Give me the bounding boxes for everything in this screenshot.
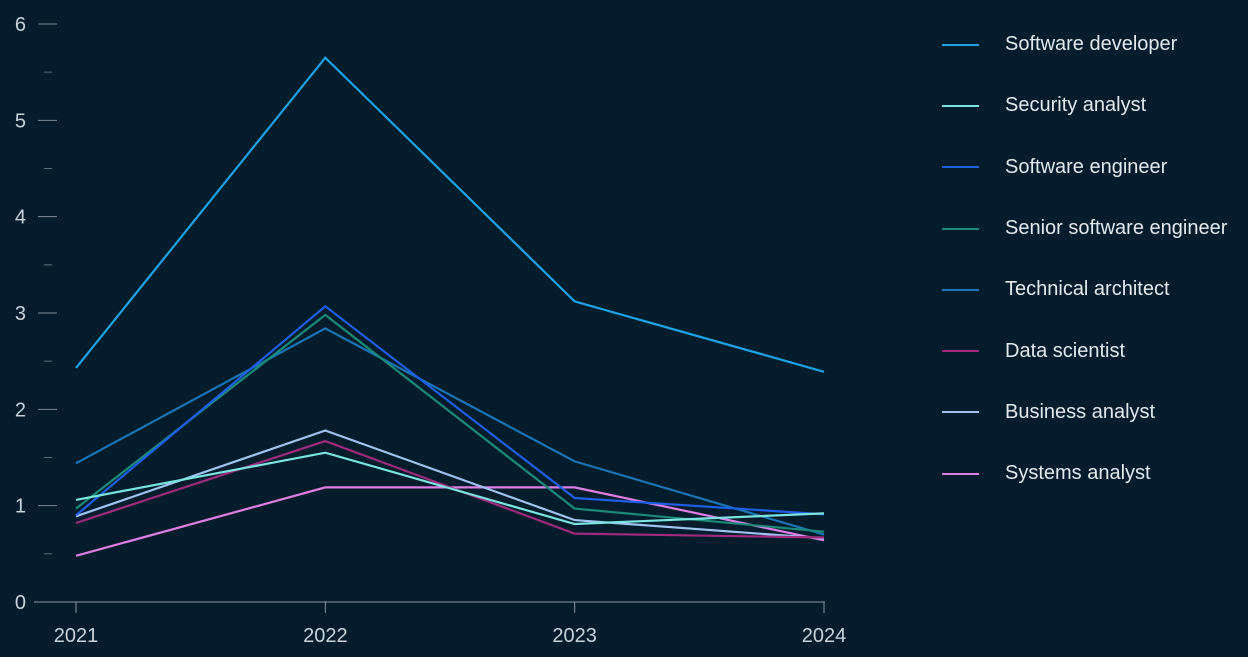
- legend-label: Technical architect: [1005, 278, 1170, 301]
- legend-swatch: [942, 166, 979, 169]
- legend-swatch: [942, 350, 979, 353]
- legend-label: Systems analyst: [1005, 462, 1151, 485]
- series-line-technical-architect: [75, 327, 825, 536]
- legend-label: Security analyst: [1005, 94, 1147, 117]
- legend-label: Software developer: [1005, 33, 1178, 56]
- legend-item-software-developer: Software developer: [942, 14, 1227, 75]
- y-tick-label: 5: [15, 110, 26, 132]
- legend-item-senior-software-engineer: Senior software engineer: [942, 198, 1227, 259]
- y-tick-label: 2: [15, 399, 26, 421]
- legend: Software developer Security analyst Softwa…: [942, 14, 1227, 504]
- legend-swatch: [942, 227, 979, 230]
- legend-swatch: [942, 472, 979, 475]
- legend-swatch: [942, 411, 979, 414]
- series-line-security-analyst: [75, 451, 825, 526]
- y-tick-label: 1: [15, 496, 26, 518]
- y-tick-label: 3: [15, 303, 26, 325]
- legend-item-technical-architect: Technical architect: [942, 259, 1227, 320]
- legend-item-business-analyst: Business analyst: [942, 382, 1227, 443]
- legend-label: Data scientist: [1005, 339, 1126, 362]
- series-line-software-engineer: [75, 304, 825, 517]
- y-tick-label: 0: [15, 592, 26, 614]
- x-tick-label: 2023: [552, 625, 597, 647]
- legend-label: Senior software engineer: [1005, 217, 1228, 240]
- y-tick-label: 6: [15, 14, 26, 36]
- legend-item-systems-analyst: Systems analyst: [942, 443, 1227, 504]
- legend-item-software-engineer: Software engineer: [942, 137, 1227, 198]
- legend-item-security-analyst: Security analyst: [942, 75, 1227, 136]
- legend-swatch: [942, 104, 979, 107]
- legend-swatch: [942, 43, 979, 46]
- legend-item-data-scientist: Data scientist: [942, 320, 1227, 381]
- legend-swatch: [942, 288, 979, 291]
- series-line-software-developer: [75, 56, 825, 373]
- series-line-business-analyst: [75, 429, 825, 540]
- legend-label: Business analyst: [1005, 400, 1156, 423]
- x-tick-label: 2021: [54, 625, 99, 647]
- x-tick-label: 2024: [802, 625, 847, 647]
- y-axis: 0 1 2 3 4 5 6: [15, 14, 57, 614]
- x-axis: 2021 2022 2023 2024: [34, 601, 847, 647]
- y-tick-label: 4: [15, 207, 26, 229]
- x-tick-label: 2022: [303, 625, 348, 647]
- series-lines: [75, 56, 825, 557]
- legend-label: Software engineer: [1005, 155, 1168, 178]
- series-line-senior-software-engineer: [75, 313, 825, 533]
